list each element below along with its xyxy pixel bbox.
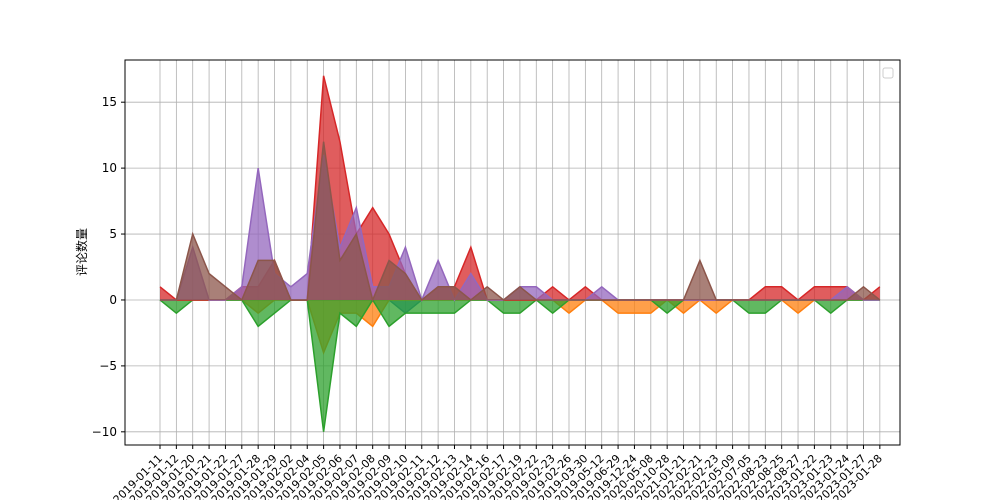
plot-background [125,60,900,445]
y-tick-label: 10 [102,161,117,175]
y-tick-label: 5 [109,227,117,241]
y-tick-label: 0 [109,293,117,307]
legend-box [882,67,894,79]
y-axis: −10 −5 0 5 10 15 [92,95,125,439]
y-axis-label: 评论数量 [74,228,89,276]
legend [882,67,894,79]
series-line-6 [160,141,881,303]
series-areas [159,75,881,432]
y-tick-label: −5 [99,359,117,373]
y-tick-label: 15 [102,95,117,109]
series-line-3 [159,298,880,432]
x-axis: 2019-01-112019-01-122019-01-202019-01-21… [111,445,885,500]
y-tick-label: −10 [92,425,117,439]
plot-frame [124,59,901,446]
